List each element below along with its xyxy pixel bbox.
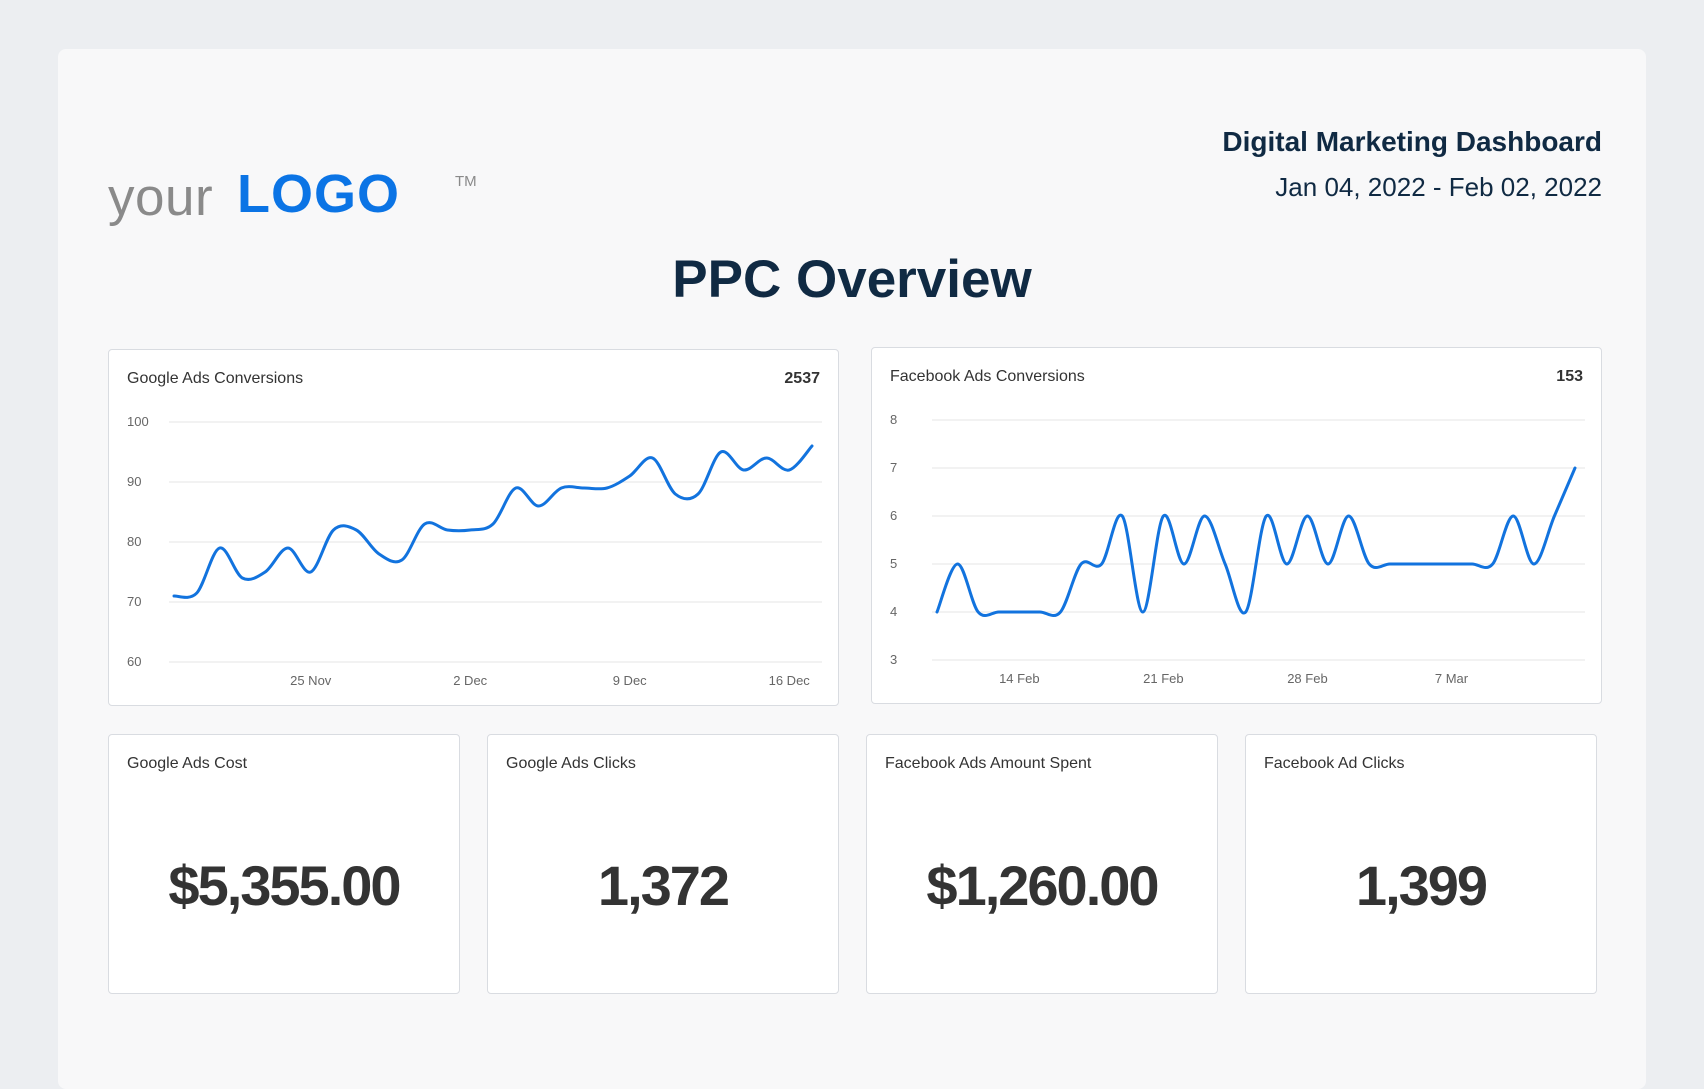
- y-tick-label: 6: [890, 508, 897, 523]
- card-total: 153: [1556, 368, 1583, 385]
- series-line: [172, 444, 814, 599]
- kpi-card-google-ads-clicks: Google Ads Clicks 1,372: [487, 734, 839, 994]
- kpi-value: 1,372: [597, 854, 730, 917]
- card-title: Facebook Ads Conversions: [890, 368, 1085, 385]
- card-total: 2537: [784, 370, 820, 387]
- facebook-ads-conversions-card: Facebook Ads Conversions 153 8 7 6 5 4 3 14 Fe…: [871, 347, 1602, 704]
- logo-wordmark: LOGO: [237, 164, 400, 224]
- page-title: PPC Overview: [672, 250, 1032, 309]
- report-header: Digital Marketing Dashboard Jan 04, 2022…: [1222, 126, 1602, 203]
- kpi-label: Google Ads Clicks: [506, 755, 636, 772]
- logo-trademark: TM: [455, 173, 477, 190]
- y-tick-label: 100: [127, 414, 149, 429]
- kpi-card-facebook-ad-clicks: Facebook Ad Clicks 1,399: [1245, 734, 1597, 994]
- google-ads-conversions-chart: 100 90 80 70 60 25 Nov 2 Dec 9 Dec 16 Dec: [127, 414, 822, 688]
- y-tick-label: 90: [127, 474, 141, 489]
- y-tick-label: 4: [890, 604, 897, 619]
- kpi-value: 1,399: [1355, 854, 1488, 917]
- card-title: Google Ads Conversions: [127, 370, 304, 387]
- x-tick-label: 14 Feb: [999, 671, 1039, 686]
- kpi-card-google-ads-cost: Google Ads Cost $5,355.00: [108, 734, 460, 994]
- x-tick-label: 25 Nov: [290, 673, 332, 688]
- y-tick-label: 5: [890, 556, 897, 571]
- y-tick-label: 8: [890, 412, 897, 427]
- kpi-label: Facebook Ad Clicks: [1264, 755, 1405, 772]
- kpi-value: $5,355.00: [168, 854, 401, 917]
- y-tick-label: 70: [127, 594, 141, 609]
- kpi-card-facebook-ads-amount-spent: Facebook Ads Amount Spent $1,260.00: [866, 734, 1218, 994]
- x-tick-label: 16 Dec: [769, 673, 811, 688]
- kpi-label: Facebook Ads Amount Spent: [885, 755, 1092, 772]
- kpi-value: $1,260.00: [926, 854, 1159, 917]
- report-title: Digital Marketing Dashboard: [1222, 126, 1602, 157]
- series-line: [935, 466, 1577, 618]
- kpi-label: Google Ads Cost: [127, 755, 248, 772]
- y-tick-label: 80: [127, 534, 141, 549]
- y-tick-label: 3: [890, 652, 897, 667]
- x-tick-label: 9 Dec: [613, 673, 647, 688]
- x-tick-label: 2 Dec: [453, 673, 487, 688]
- google-ads-conversions-card: Google Ads Conversions 2537 100 90 80 70 60 2…: [108, 349, 839, 706]
- y-tick-label: 7: [890, 460, 897, 475]
- x-tick-label: 7 Mar: [1435, 671, 1469, 686]
- facebook-ads-conversions-chart: 8 7 6 5 4 3 14 Feb 21 Feb 28 Feb 7 Mar: [890, 412, 1585, 686]
- report-date-range: Jan 04, 2022 - Feb 02, 2022: [1275, 172, 1602, 202]
- x-tick-label: 21 Feb: [1143, 671, 1183, 686]
- logo-prefix: your: [108, 168, 214, 227]
- report-page: your LOGO TM Digital Marketing Dashboard…: [58, 49, 1646, 1089]
- y-tick-label: 60: [127, 654, 141, 669]
- x-tick-label: 28 Feb: [1287, 671, 1327, 686]
